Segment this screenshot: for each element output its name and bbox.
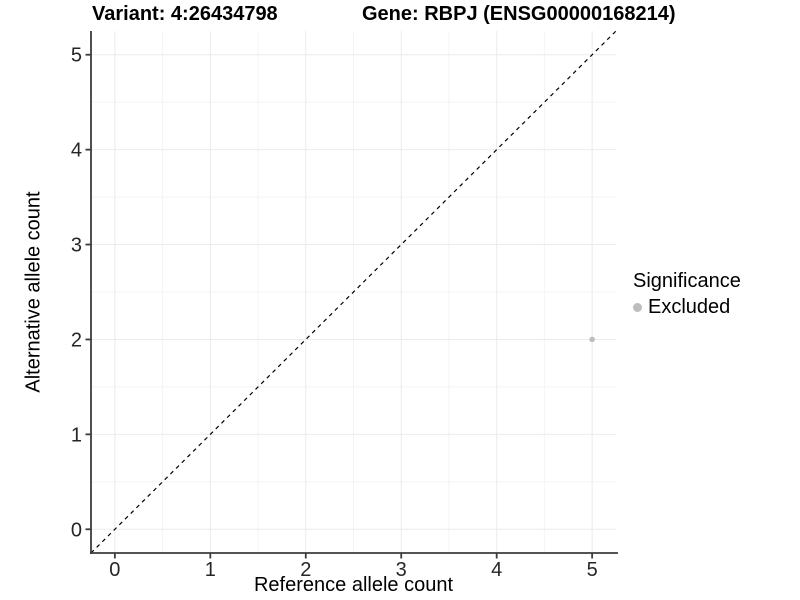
- legend-entry-label: Excluded: [648, 296, 731, 318]
- plot-title-variant: Variant: 4:26434798: [92, 3, 278, 25]
- x-tick-label: 1: [205, 559, 216, 581]
- identity-line: [90, 30, 617, 554]
- legend: Significance Excluded: [633, 270, 741, 319]
- y-tick-label: 5: [71, 45, 82, 67]
- y-tick-label: 1: [71, 424, 82, 446]
- y-tick-label: 3: [71, 235, 82, 257]
- x-tick-label: 4: [491, 559, 502, 581]
- legend-title: Significance: [633, 270, 741, 292]
- y-tick-label: 0: [71, 519, 82, 541]
- point-icon: [633, 303, 642, 312]
- x-tick-label: 2: [300, 559, 311, 581]
- y-axis-title: Alternative allele count: [22, 191, 45, 393]
- y-tick-label: 4: [71, 140, 82, 162]
- data-point: [589, 336, 595, 343]
- x-tick-label: 5: [587, 559, 598, 581]
- plot-title-gene: Gene: RBPJ (ENSG00000168214): [362, 3, 676, 25]
- x-tick-label: 0: [109, 559, 120, 581]
- x-axis-title: Reference allele count: [253, 574, 453, 596]
- x-tick-label: 3: [396, 559, 407, 581]
- legend-entry-excluded: Excluded: [633, 296, 741, 319]
- y-tick-label: 2: [71, 329, 82, 351]
